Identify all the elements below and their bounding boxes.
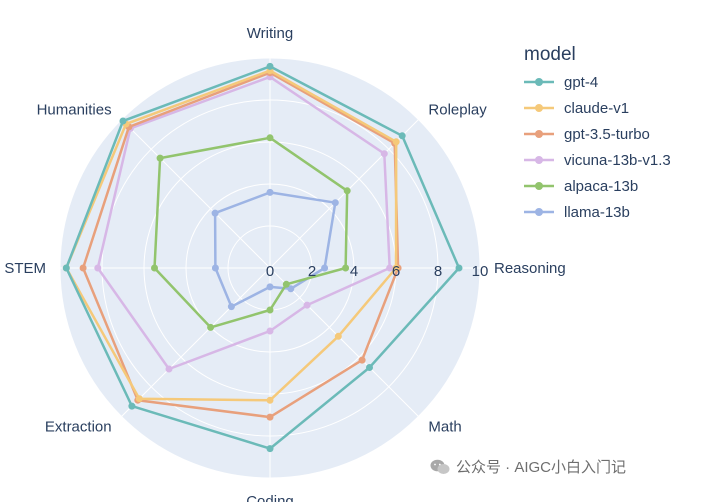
legend-label: gpt-4 bbox=[564, 74, 598, 91]
radial-tick-label: 4 bbox=[350, 263, 358, 280]
series-claude-v1 bbox=[62, 67, 400, 404]
legend-marker bbox=[535, 182, 543, 190]
data-point bbox=[342, 264, 350, 272]
watermark-text: 公众号 · AIGC小白入门记 bbox=[456, 459, 627, 476]
legend[interactable]: model gpt-4 claude-v1 gpt-3.5-turbo vicuna-1… bbox=[524, 44, 671, 221]
radial-tick-label: 0 bbox=[266, 263, 274, 280]
data-point bbox=[455, 264, 463, 272]
data-point bbox=[331, 199, 339, 207]
polar-grid bbox=[59, 57, 481, 479]
data-point bbox=[287, 285, 295, 293]
data-point bbox=[392, 138, 400, 146]
angular-spoke bbox=[269, 267, 419, 417]
data-point bbox=[380, 150, 388, 158]
series-gpt-4 bbox=[62, 62, 463, 453]
data-point bbox=[266, 396, 274, 404]
radial-tick-label: 6 bbox=[392, 263, 400, 280]
legend-label: llama-13b bbox=[564, 204, 630, 221]
data-point bbox=[321, 264, 329, 272]
wechat-icon bbox=[430, 459, 450, 474]
legend-marker bbox=[535, 78, 543, 86]
radial-tick-label: 2 bbox=[308, 263, 316, 280]
legend-label: vicuna-13b-v1.3 bbox=[564, 152, 671, 169]
legend-item[interactable]: claude-v1 bbox=[524, 100, 629, 117]
data-point bbox=[358, 356, 366, 364]
axis-label: Extraction bbox=[45, 418, 112, 435]
series-traces bbox=[62, 62, 463, 453]
axis-label: Roleplay bbox=[428, 102, 487, 119]
data-point bbox=[266, 62, 274, 70]
angular-spoke bbox=[121, 119, 271, 269]
legend-item[interactable]: llama-13b bbox=[524, 204, 630, 221]
data-point bbox=[266, 306, 274, 314]
legend-item[interactable]: alpaca-13b bbox=[524, 178, 638, 195]
data-point bbox=[211, 209, 219, 217]
data-point bbox=[266, 188, 274, 196]
axis-label: Coding bbox=[246, 493, 294, 502]
axis-label: STEM bbox=[4, 260, 46, 277]
data-point bbox=[266, 327, 274, 335]
legend-marker bbox=[535, 130, 543, 138]
legend-label: alpaca-13b bbox=[564, 178, 638, 195]
data-point bbox=[207, 323, 215, 331]
data-point bbox=[119, 117, 127, 125]
legend-marker bbox=[535, 208, 543, 216]
series-alpaca-13b bbox=[151, 134, 351, 331]
data-point bbox=[151, 264, 158, 272]
data-point bbox=[266, 445, 274, 453]
data-point bbox=[79, 264, 87, 272]
data-point bbox=[211, 264, 219, 272]
data-point bbox=[282, 280, 290, 288]
data-point bbox=[266, 134, 274, 142]
data-point bbox=[392, 264, 400, 272]
axis-label: Humanities bbox=[37, 102, 112, 119]
data-point bbox=[398, 132, 406, 140]
data-point bbox=[266, 413, 274, 421]
radial-tick-label: 8 bbox=[434, 263, 442, 280]
legend-item[interactable]: vicuna-13b-v1.3 bbox=[524, 152, 671, 169]
data-point bbox=[343, 187, 351, 195]
axis-labels: 0 2 4 6 8 10 Writing Roleplay Reasoning Math Codin… bbox=[4, 25, 565, 502]
legend-title: model bbox=[524, 44, 576, 65]
axis-label: Reasoning bbox=[494, 260, 566, 277]
radial-tick-label: 10 bbox=[472, 263, 489, 280]
legend-item[interactable]: gpt-3.5-turbo bbox=[524, 126, 650, 143]
legend-marker bbox=[535, 104, 543, 112]
watermark: 公众号 · AIGC小白入门记 bbox=[430, 456, 626, 477]
data-point bbox=[334, 332, 342, 340]
legend-marker bbox=[535, 156, 543, 164]
angular-spoke bbox=[121, 267, 271, 417]
data-point bbox=[128, 402, 136, 410]
data-point bbox=[366, 364, 373, 371]
series-llama-13b bbox=[211, 188, 339, 311]
legend-item[interactable]: gpt-4 bbox=[524, 74, 598, 91]
data-point bbox=[62, 264, 70, 272]
axis-label: Writing bbox=[247, 25, 293, 42]
data-point bbox=[135, 395, 143, 403]
legend-label: claude-v1 bbox=[564, 100, 629, 117]
data-point bbox=[94, 264, 102, 272]
data-point bbox=[266, 283, 274, 291]
axis-label: Math bbox=[428, 418, 461, 435]
legend-label: gpt-3.5-turbo bbox=[564, 126, 650, 143]
data-point bbox=[386, 264, 394, 272]
data-point bbox=[165, 365, 173, 373]
data-point bbox=[156, 154, 164, 162]
data-point bbox=[227, 303, 235, 311]
data-point bbox=[303, 301, 311, 309]
